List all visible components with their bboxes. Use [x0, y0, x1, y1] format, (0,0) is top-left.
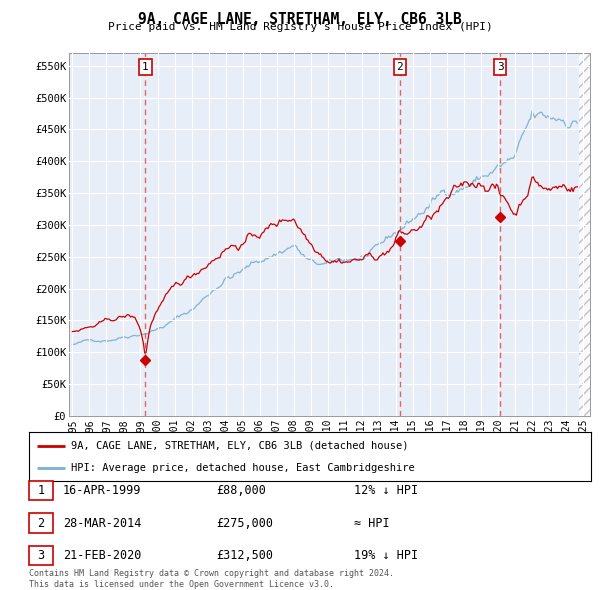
Text: HPI: Average price, detached house, East Cambridgeshire: HPI: Average price, detached house, East… — [71, 463, 415, 473]
Text: 9A, CAGE LANE, STRETHAM, ELY, CB6 3LB: 9A, CAGE LANE, STRETHAM, ELY, CB6 3LB — [138, 12, 462, 27]
Text: £312,500: £312,500 — [216, 549, 273, 562]
Text: 3: 3 — [37, 549, 44, 562]
Bar — [579, 53, 590, 416]
Text: 28-MAR-2014: 28-MAR-2014 — [63, 517, 142, 530]
Bar — [579, 53, 590, 416]
Text: 2: 2 — [37, 517, 44, 530]
Text: Price paid vs. HM Land Registry's House Price Index (HPI): Price paid vs. HM Land Registry's House … — [107, 22, 493, 32]
Text: 1: 1 — [37, 484, 44, 497]
Text: 3: 3 — [497, 62, 503, 72]
Text: Contains HM Land Registry data © Crown copyright and database right 2024.
This d: Contains HM Land Registry data © Crown c… — [29, 569, 394, 589]
Text: ≈ HPI: ≈ HPI — [354, 517, 389, 530]
Text: 9A, CAGE LANE, STRETHAM, ELY, CB6 3LB (detached house): 9A, CAGE LANE, STRETHAM, ELY, CB6 3LB (d… — [71, 441, 409, 451]
Text: £88,000: £88,000 — [216, 484, 266, 497]
Text: 21-FEB-2020: 21-FEB-2020 — [63, 549, 142, 562]
Text: 1: 1 — [142, 62, 149, 72]
Text: 2: 2 — [397, 62, 403, 72]
Text: £275,000: £275,000 — [216, 517, 273, 530]
Text: 19% ↓ HPI: 19% ↓ HPI — [354, 549, 418, 562]
Text: 12% ↓ HPI: 12% ↓ HPI — [354, 484, 418, 497]
Text: 16-APR-1999: 16-APR-1999 — [63, 484, 142, 497]
